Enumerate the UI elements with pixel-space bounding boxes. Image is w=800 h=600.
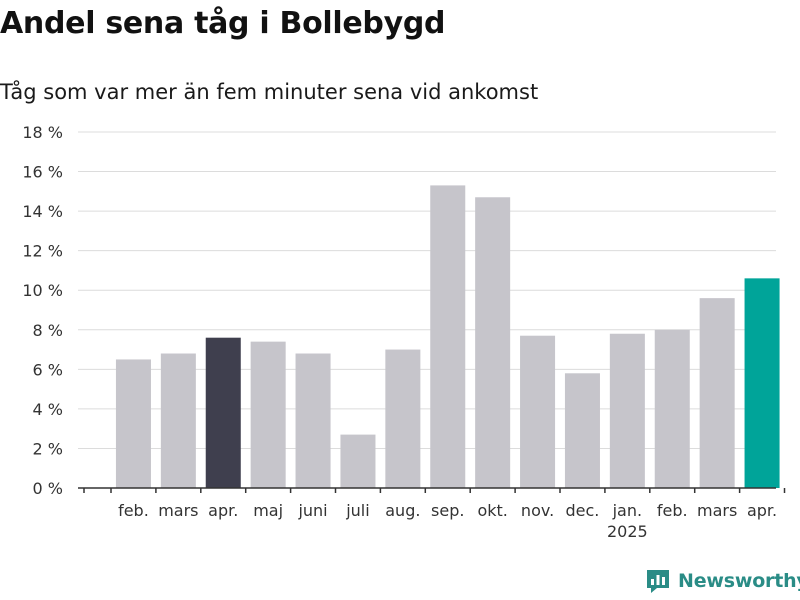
bar-apr-14	[744, 278, 780, 488]
y-tick-label: 18 %	[22, 123, 63, 142]
x-year-label: 2025	[607, 522, 648, 541]
bar-mars-1	[160, 353, 196, 488]
x-tick-label: apr.	[208, 501, 238, 520]
x-tick-label: juni	[297, 501, 327, 520]
y-tick-label: 14 %	[22, 202, 63, 221]
x-tick-label: mars	[697, 501, 737, 520]
bar-dec-10	[564, 373, 600, 488]
y-tick-label: 2 %	[33, 439, 63, 458]
newsworthy-logo-icon	[647, 570, 669, 593]
x-tick-label: juli	[345, 501, 369, 520]
y-tick-label: 6 %	[33, 360, 63, 379]
bar-apr-2	[205, 337, 241, 488]
y-tick-label: 10 %	[22, 281, 63, 300]
x-tick-label: mars	[158, 501, 198, 520]
bar-jan-11	[609, 333, 645, 488]
newsworthy-brand: Newsworthy	[645, 568, 800, 594]
bar-juli-5	[340, 434, 376, 488]
brand-name: Newsworthy	[678, 570, 800, 592]
y-tick-label: 8 %	[33, 321, 63, 340]
x-tick-label: maj	[253, 501, 283, 520]
bar-okt-8	[475, 197, 511, 488]
bar-aug-6	[385, 349, 421, 488]
bar-maj-3	[250, 341, 286, 488]
y-tick-label: 12 %	[22, 242, 63, 261]
bar-feb-0	[115, 359, 151, 488]
bar-nov-9	[520, 335, 556, 488]
x-tick-label: jan.	[612, 501, 642, 520]
x-tick-label: nov.	[521, 501, 554, 520]
x-tick-label: aug.	[385, 501, 420, 520]
y-tick-label: 0 %	[33, 479, 63, 498]
bar-feb-12	[654, 329, 690, 488]
x-tick-label: apr.	[747, 501, 777, 520]
x-tick-label: feb.	[657, 501, 688, 520]
x-axis-labels: feb. mars apr. maj juni juli aug. sep. okt. nov. d…	[118, 501, 777, 541]
chart-subtitle: Tåg som var mer än fem minuter sena vid …	[0, 80, 539, 104]
bar-juni-4	[295, 353, 331, 488]
bars	[115, 185, 780, 488]
x-tick-label: sep.	[431, 501, 464, 520]
x-axis	[78, 487, 786, 493]
bar-mars-13	[699, 298, 735, 488]
chart-title: Andel sena tåg i Bollebygd	[0, 6, 446, 41]
y-axis-labels: 0 % 2 % 4 % 6 % 8 % 10 % 12 % 14 % 16 % 18 %	[22, 123, 63, 498]
bar-sep-7	[430, 185, 466, 488]
x-tick-label: feb.	[118, 501, 149, 520]
x-tick-label: dec.	[566, 501, 600, 520]
y-tick-label: 16 %	[22, 163, 63, 182]
x-tick-label: okt.	[477, 501, 507, 520]
y-tick-label: 4 %	[33, 400, 63, 419]
